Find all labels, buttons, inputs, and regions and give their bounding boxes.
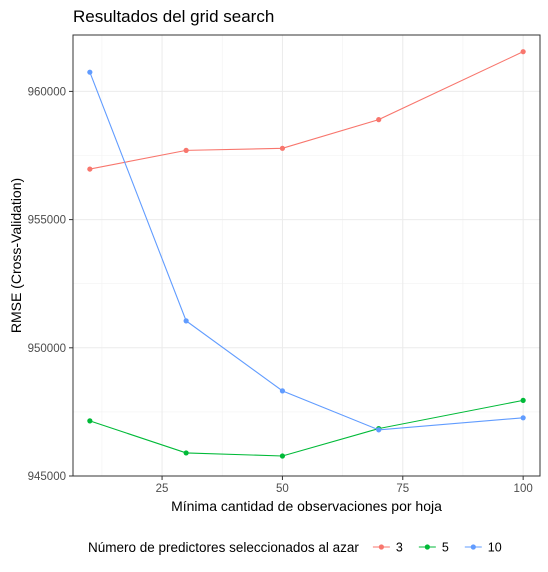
- series-layer: [87, 49, 526, 459]
- y-tick-label: 955000: [28, 215, 66, 227]
- x-axis: 25 50 75 100: [156, 476, 533, 495]
- data-point: [87, 418, 93, 424]
- legend-label: 5: [442, 541, 449, 555]
- legend-key-point: [470, 544, 476, 550]
- legend-key-point: [378, 544, 384, 550]
- data-point: [520, 415, 526, 421]
- series-3: [87, 49, 526, 172]
- data-point: [183, 450, 189, 456]
- series-10: [87, 69, 526, 433]
- legend-item-3: 3: [372, 541, 403, 555]
- legend-label: 10: [488, 541, 502, 555]
- y-tick-label: 950000: [28, 343, 66, 355]
- x-tick-label: 50: [276, 483, 289, 495]
- data-point: [520, 397, 526, 403]
- data-point: [183, 147, 189, 153]
- legend: Número de predictores seleccionados al a…: [88, 540, 502, 555]
- data-point: [279, 388, 286, 394]
- x-axis-title: Mínima cantidad de observaciones por hoj…: [171, 498, 442, 514]
- x-tick-label: 100: [514, 483, 533, 495]
- data-point: [376, 117, 382, 123]
- legend-item-10: 10: [464, 541, 502, 555]
- legend-items: 3 5 10: [372, 541, 502, 555]
- legend-item-5: 5: [418, 541, 449, 555]
- data-point: [87, 166, 93, 172]
- chart-title: Resultados del grid search: [73, 7, 274, 26]
- data-point: [87, 69, 93, 75]
- data-point: [183, 318, 189, 324]
- data-point: [279, 145, 286, 151]
- data-point: [520, 49, 526, 55]
- legend-label: 3: [396, 541, 403, 555]
- x-tick-label: 25: [156, 483, 169, 495]
- plot-panel: [73, 35, 540, 476]
- y-tick-label: 960000: [28, 86, 66, 98]
- y-axis-title: RMSE (Cross-Validation): [8, 178, 24, 333]
- legend-title: Número de predictores seleccionados al a…: [88, 540, 359, 555]
- x-tick-label: 75: [396, 483, 409, 495]
- legend-key-point: [424, 544, 430, 550]
- plot-panel-border: [72, 34, 541, 477]
- y-axis: 945000 950000 955000 960000: [28, 86, 73, 483]
- y-tick-label: 945000: [28, 471, 66, 483]
- data-point: [279, 453, 286, 459]
- data-point: [376, 427, 382, 433]
